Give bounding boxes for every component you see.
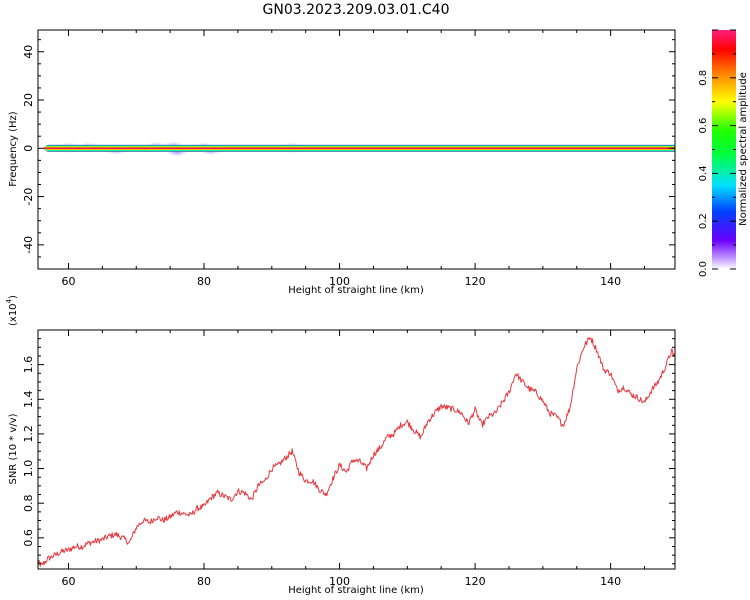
snr-ytick-label: 0.8	[22, 494, 35, 512]
colorbar-gradient	[712, 30, 736, 269]
spectrogram-xtick-label: 80	[197, 275, 211, 288]
colorbar: 0.0 0.2 0.4 0.6 0.8 Normalized spectral ampl…	[698, 29, 749, 277]
spectrogram-frame	[37, 29, 676, 270]
snr-ytick-label: 0.6	[22, 529, 35, 547]
snr-xtick-label: 100	[329, 575, 350, 588]
spectrogram-ylabel: Frequency (Hz)	[8, 111, 19, 187]
snr-xtick-label: 120	[465, 575, 486, 588]
snr-exponent-label: (x104)	[5, 295, 19, 326]
spectrogram-ytick-label: 40	[22, 45, 35, 59]
spectrogram-xlabel: Height of straight line (km)	[288, 285, 424, 296]
snr-xtick-label: 80	[197, 575, 211, 588]
snr-ytick-label: 1.4	[22, 391, 35, 409]
snr-xtick-label: 140	[600, 575, 621, 588]
snr-ytick-label: 1.6	[22, 356, 35, 374]
spectrogram-ytick-label: 0	[22, 145, 35, 152]
spectrogram-ytick-label: -40	[22, 236, 35, 254]
snr-ytick-label: 1.0	[22, 460, 35, 478]
snr-ytick-label: 1.2	[22, 425, 35, 443]
snr-ylabel: SNR (10 * v/v)	[8, 413, 19, 484]
figure-title: GN03.2023.209.03.01.C40	[263, 2, 450, 18]
spectrogram-ytick-label: -20	[22, 188, 35, 206]
snr-panel: 60 80 100 120 140 0.6 0.8 1.0 1.2 1.4 1.6 Height …	[5, 295, 676, 596]
snr-xtick-label: 60	[61, 575, 75, 588]
svg-text:(x104): (x104)	[5, 295, 19, 326]
spectrogram-xtick-label: 100	[329, 275, 350, 288]
snr-series-line	[38, 337, 675, 567]
spectrogram-xtick-label: 120	[465, 275, 486, 288]
colorbar-tick-label: 0.6	[698, 118, 709, 134]
colorbar-tick-label: 0.2	[698, 213, 709, 229]
spectrogram-band-layer	[42, 147, 675, 149]
spectrogram-xtick-label: 60	[61, 275, 75, 288]
spectrogram-ytick-label: 20	[22, 93, 35, 107]
snr-frame	[37, 329, 676, 570]
colorbar-tick-label: 0.0	[698, 261, 709, 277]
colorbar-tick-label: 0.4	[698, 165, 709, 181]
snr-xlabel: Height of straight line (km)	[288, 585, 424, 596]
spectrogram-xtick-label: 140	[600, 275, 621, 288]
colorbar-tick-label: 0.8	[698, 70, 709, 86]
colorbar-label: Normalized spectral amplitude	[738, 72, 749, 226]
spectrogram-panel: 60 80 100 120 140 40 20 0 -20 -40 Height of stra…	[8, 29, 676, 296]
